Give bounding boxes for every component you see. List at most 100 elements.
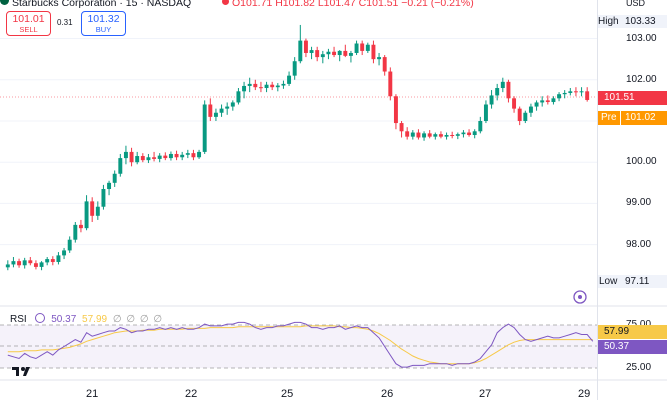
pre-label: Pre <box>598 111 620 125</box>
rsi-legend[interactable]: RSI 50.37 57.99 ∅ ∅ ∅ ∅ <box>10 313 163 325</box>
candle-body <box>219 108 224 113</box>
high-label: High <box>598 16 619 27</box>
candle-body <box>377 57 382 60</box>
candle-body <box>573 91 578 93</box>
candle-body <box>185 153 190 155</box>
candle-body <box>225 106 230 109</box>
symbol-header: Starbucks Corporation · 15 · NASDAQ O101… <box>0 0 600 10</box>
rsi-ma-line <box>7 325 593 365</box>
candle-body <box>545 100 550 103</box>
candle-body <box>129 151 134 163</box>
time-tick-label: 27 <box>479 388 492 400</box>
low-value: 97.11 <box>625 276 650 287</box>
price-axis-border <box>597 0 598 400</box>
rsi-label: RSI <box>10 314 27 325</box>
tradingview-logo <box>12 367 30 376</box>
candle-body <box>5 264 10 268</box>
candle-body <box>438 134 443 137</box>
candle-body <box>157 155 162 159</box>
candle-body <box>495 88 500 96</box>
candle-body <box>247 83 252 86</box>
candle-body <box>332 51 337 56</box>
candle-body <box>208 104 213 117</box>
candle-body <box>180 154 185 158</box>
candle-body <box>416 132 421 138</box>
candle-body <box>360 43 365 51</box>
candle-body <box>112 173 117 183</box>
rsi-tick-label: 25.00 <box>626 362 652 373</box>
candle-body <box>326 51 331 55</box>
candle-body <box>33 263 38 267</box>
candle-body <box>320 54 325 58</box>
candle-body <box>202 104 207 152</box>
rsi-value: 50.37 <box>51 314 77 325</box>
candle-body <box>557 94 562 99</box>
low-tag: Low 97.11 <box>598 275 667 288</box>
high-tag: High 103.33 <box>598 15 667 28</box>
candle-body <box>528 106 533 113</box>
candle-body <box>382 57 387 72</box>
candle-body <box>168 153 173 159</box>
candle-body <box>399 123 404 132</box>
candle-body <box>39 262 44 267</box>
candle-body <box>309 50 314 53</box>
candle-body <box>461 132 466 135</box>
candle-body <box>562 92 567 95</box>
candle-body <box>472 131 477 136</box>
time-tick-label: 29 <box>578 388 591 400</box>
candle-body <box>95 206 100 216</box>
sell-button[interactable]: 101.01 SELL <box>6 11 51 36</box>
candle-body <box>540 100 545 103</box>
price-tick-label: 99.00 <box>626 197 652 209</box>
candle-body <box>67 239 72 251</box>
candle-body <box>455 134 460 136</box>
candle-body <box>191 153 196 158</box>
starbucks-logo-icon <box>0 0 9 5</box>
candle-body <box>354 43 359 53</box>
candle-body <box>152 157 157 159</box>
buy-button[interactable]: 101.32 BUY <box>81 11 126 36</box>
candle-body <box>393 96 398 124</box>
candle-body <box>585 91 590 100</box>
candle-body <box>315 50 320 58</box>
candle-body <box>292 61 297 76</box>
candle-body <box>213 112 218 117</box>
candle-body <box>242 85 247 92</box>
candle-body <box>140 156 145 161</box>
candle-body <box>568 91 573 93</box>
candle-body <box>337 50 342 56</box>
symbol-title[interactable]: Starbucks Corporation · 15 · NASDAQ <box>12 0 192 9</box>
high-value: 103.33 <box>625 16 656 27</box>
candle-body <box>365 44 370 51</box>
candle-body <box>11 261 16 265</box>
last-price-tag: 101.51 <box>598 91 667 105</box>
candle-body <box>287 75 292 84</box>
add-indicator-icon[interactable] <box>573 290 587 304</box>
candle-body <box>422 133 427 138</box>
candle-body <box>483 104 488 121</box>
candle-body <box>123 151 128 159</box>
candle-body <box>264 84 269 89</box>
candle-body <box>78 224 83 229</box>
candle-body <box>45 259 50 263</box>
candle-body <box>551 98 556 103</box>
candle-body <box>270 84 275 88</box>
candle-body <box>90 201 95 216</box>
candle-body <box>517 108 522 121</box>
candles-layer <box>5 24 590 271</box>
candle-body <box>523 112 528 121</box>
candle-body <box>579 91 584 93</box>
rsi-ma-tag: 57.99 <box>598 325 667 339</box>
candle-body <box>50 259 55 262</box>
buy-label: BUY <box>95 25 112 34</box>
candle-body <box>135 156 140 163</box>
candle-body <box>410 132 415 137</box>
candle-body <box>118 158 123 174</box>
currency-label[interactable]: USD <box>626 0 646 8</box>
chart-grid <box>0 38 597 246</box>
candle-body <box>343 50 348 56</box>
candle-body <box>22 260 27 266</box>
buy-price: 101.32 <box>87 13 120 25</box>
candle-body <box>371 44 376 60</box>
